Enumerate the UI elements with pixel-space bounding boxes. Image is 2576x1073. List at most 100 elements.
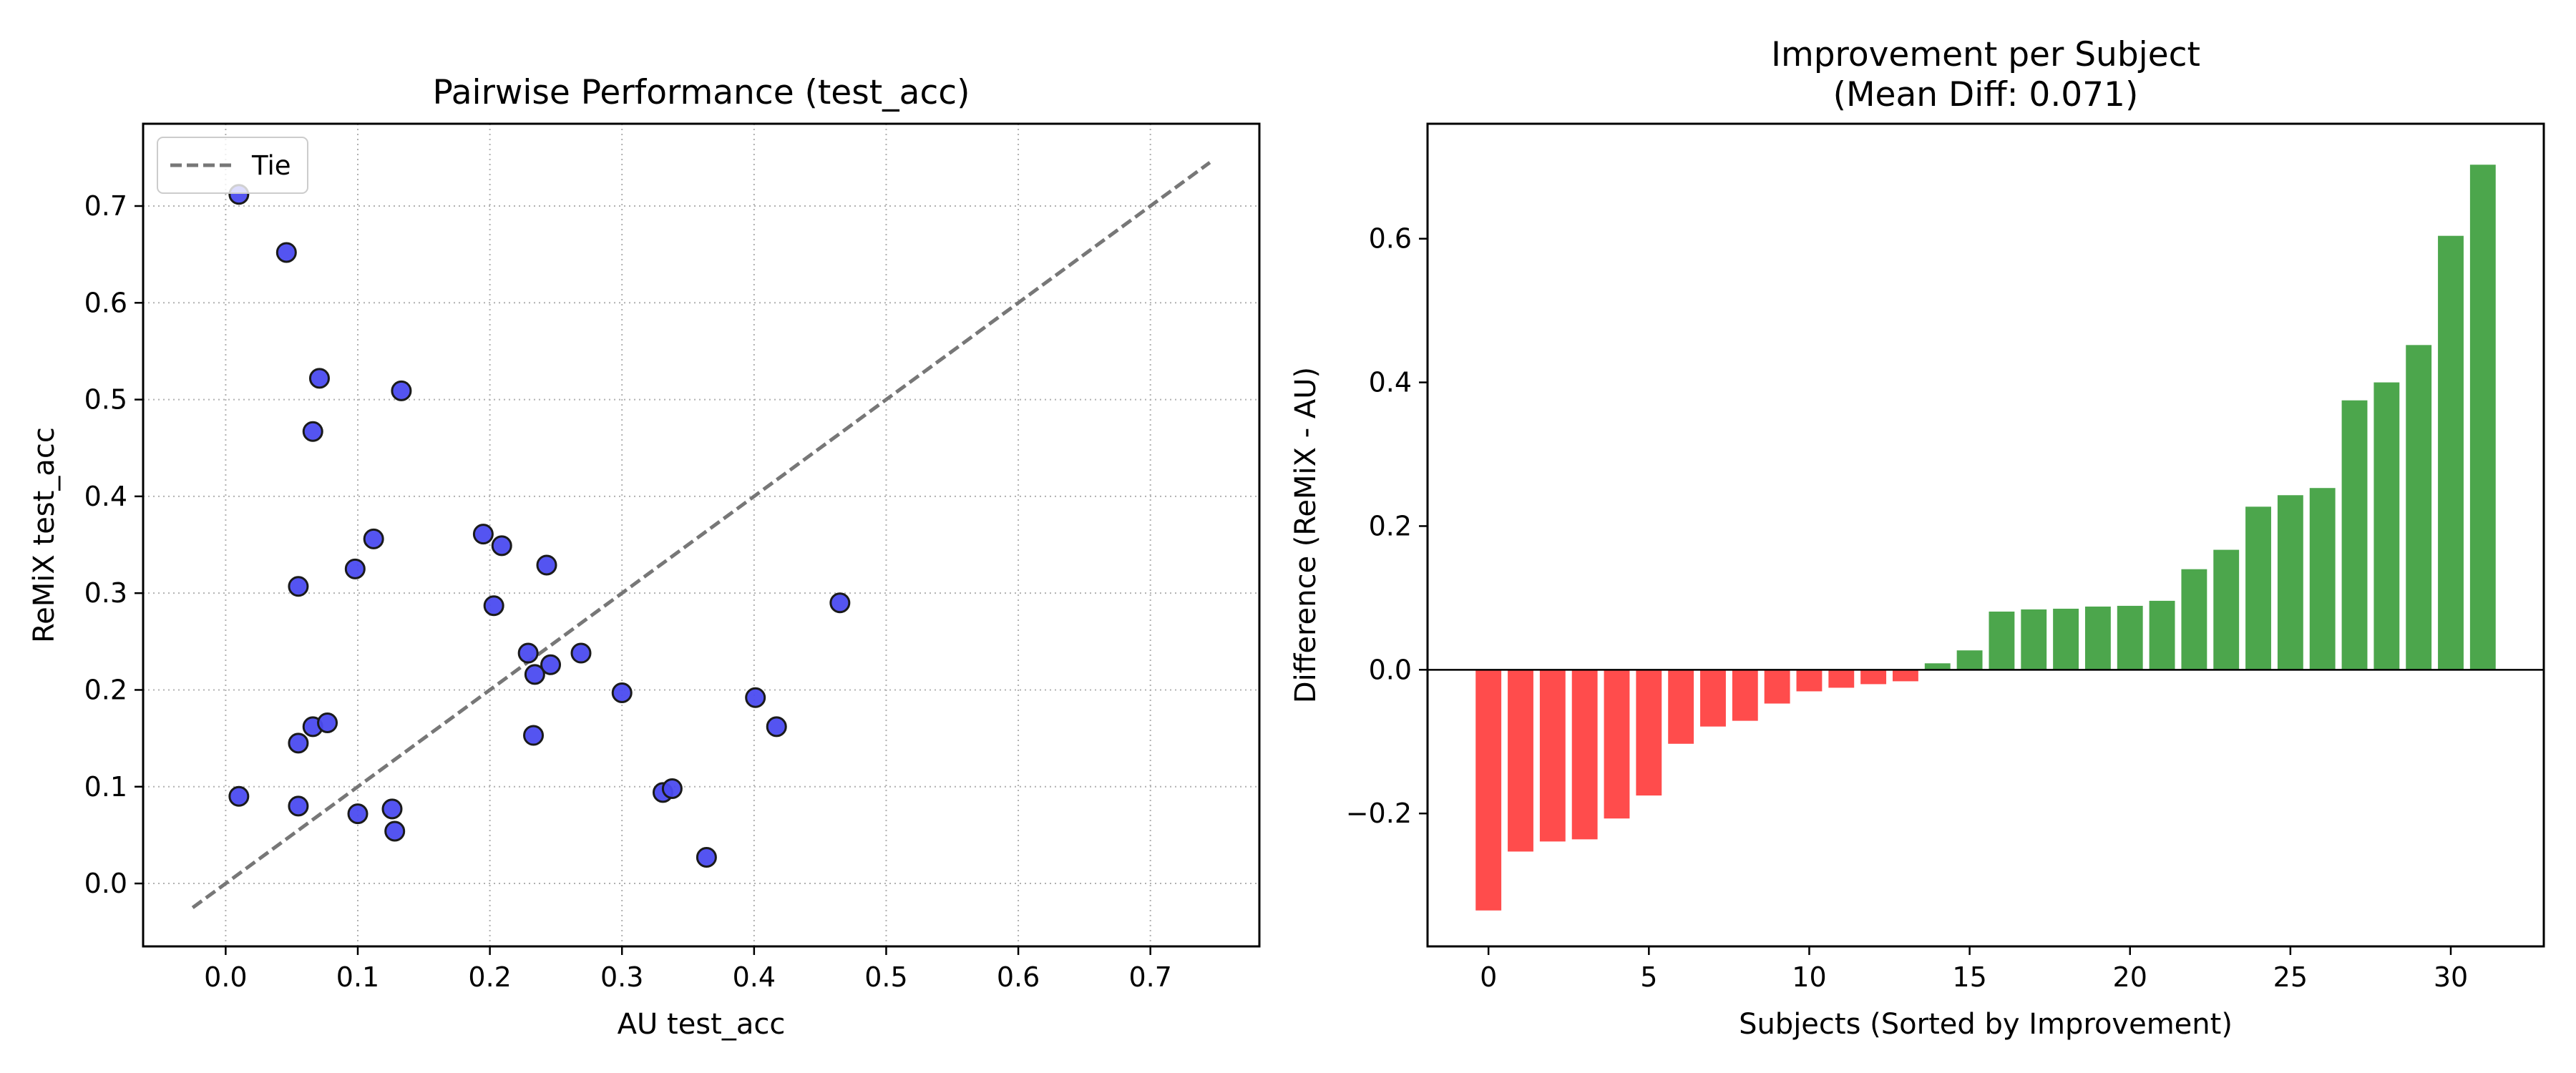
scatter-point <box>344 558 366 579</box>
scatter-y-ticks: 0.0 0.1 0.2 0.3 0.4 0.5 0.6 0.7 <box>84 190 143 899</box>
bar <box>2181 569 2207 670</box>
bar-y-tick-label: 0.6 <box>1369 223 1412 255</box>
scatter-point <box>517 642 539 664</box>
scatter-y-tick-label: 0.7 <box>84 190 127 222</box>
bar <box>2021 609 2047 670</box>
bar <box>1924 663 1951 670</box>
scatter-tie-line <box>191 161 1211 909</box>
scatter-point <box>228 785 250 807</box>
bar <box>2406 345 2432 670</box>
tie-line <box>191 161 1211 909</box>
scatter-point <box>381 798 403 820</box>
scatter-x-tick-label: 0.0 <box>204 961 247 993</box>
bar-y-tick-label: 0.2 <box>1369 510 1412 542</box>
scatter-grid <box>143 124 1259 946</box>
scatter-plot-frame <box>142 122 1261 948</box>
scatter-point <box>745 687 766 708</box>
bar <box>2245 506 2271 670</box>
scatter-x-tick-label: 0.7 <box>1128 961 1171 993</box>
scatter-y-tick-label: 0.3 <box>84 577 127 609</box>
bar-x-tick-label: 25 <box>2273 961 2308 993</box>
bar <box>1828 670 1855 688</box>
scatter-point <box>570 642 592 664</box>
bar <box>2373 382 2400 670</box>
bar-x-tick-label: 30 <box>2434 961 2468 993</box>
bar-x-tick-label: 15 <box>1952 961 1986 993</box>
scatter-point <box>524 664 545 685</box>
scatter-point <box>288 576 309 597</box>
bar <box>1764 670 1790 704</box>
bar-y-axis-label: Difference (ReMiX - AU) <box>1289 367 1322 703</box>
bar <box>1636 670 1662 796</box>
bar-bars <box>1475 165 2496 911</box>
bar-y-tick-label: 0.4 <box>1369 367 1412 398</box>
bar <box>2084 606 2111 670</box>
scatter-points <box>228 184 851 868</box>
scatter-x-tick-label: 0.1 <box>336 961 379 993</box>
scatter-y-axis-label: ReMiX test_acc <box>28 427 61 643</box>
scatter-legend: Tie <box>157 137 308 194</box>
scatter-y-tick-label: 0.1 <box>84 771 127 803</box>
scatter-point <box>302 421 323 442</box>
bar <box>1989 611 2015 670</box>
scatter-point <box>275 242 297 263</box>
bar-panel: Improvement per Subject (Mean Diff: 0.07… <box>1289 35 2545 1041</box>
bar <box>1571 670 1598 840</box>
bar-plot-frame <box>1426 122 2545 948</box>
scatter-point <box>308 368 330 389</box>
bar-y-tick-label: 0.0 <box>1369 654 1412 685</box>
bar-x-axis-label: Subjects (Sorted by Improvement) <box>1739 1008 2233 1041</box>
bar <box>1956 650 1983 670</box>
bar <box>1668 670 1694 744</box>
scatter-panel: Pairwise Performance (test_acc) 0.0 0.1 0.… <box>28 73 1261 1041</box>
scatter-point <box>661 778 683 799</box>
scatter-y-tick-label: 0.4 <box>84 481 127 512</box>
bar-y-tick-label: −0.2 <box>1346 798 1412 829</box>
bar <box>2213 549 2240 670</box>
bar <box>2149 600 2175 670</box>
scatter-point <box>472 524 494 545</box>
scatter-point <box>363 528 384 549</box>
scatter-point <box>288 733 309 754</box>
bar <box>2469 165 2496 670</box>
bar <box>2341 400 2368 670</box>
bar <box>1604 670 1630 819</box>
scatter-title: Pairwise Performance (test_acc) <box>433 73 970 112</box>
legend-box <box>157 137 308 194</box>
bar <box>2277 495 2303 670</box>
scatter-x-tick-label: 0.6 <box>997 961 1040 993</box>
scatter-x-tick-label: 0.3 <box>600 961 643 993</box>
scatter-point <box>317 712 338 733</box>
bar-x-tick-label: 0 <box>1480 961 1497 993</box>
scatter-y-tick-label: 0.2 <box>84 674 127 705</box>
scatter-point <box>766 716 787 738</box>
bar-x-tick-label: 20 <box>2113 961 2147 993</box>
scatter-y-tick-label: 0.5 <box>84 384 127 416</box>
scatter-point <box>347 803 369 825</box>
bar <box>1539 670 1566 842</box>
scatter-point <box>391 380 412 401</box>
scatter-x-tick-label: 0.4 <box>733 961 776 993</box>
bar <box>1475 670 1502 911</box>
scatter-point <box>829 592 851 614</box>
scatter-point <box>523 725 545 746</box>
bar-subtitle: (Mean Diff: 0.071) <box>1833 75 2139 114</box>
legend-tie-label: Tie <box>251 150 291 181</box>
scatter-point <box>696 847 717 868</box>
scatter-point <box>483 595 504 617</box>
scatter-point <box>384 820 406 842</box>
scatter-y-tick-label: 0.0 <box>84 868 127 899</box>
bar <box>1732 670 1758 721</box>
scatter-point <box>536 554 557 576</box>
scatter-point <box>491 535 512 557</box>
bar <box>2117 605 2143 670</box>
scatter-x-tick-label: 0.2 <box>468 961 511 993</box>
bar <box>2053 608 2079 670</box>
bar <box>2438 235 2464 670</box>
bar <box>1700 670 1726 727</box>
scatter-point <box>540 654 562 675</box>
bar <box>1796 670 1823 692</box>
scatter-point <box>611 682 633 704</box>
